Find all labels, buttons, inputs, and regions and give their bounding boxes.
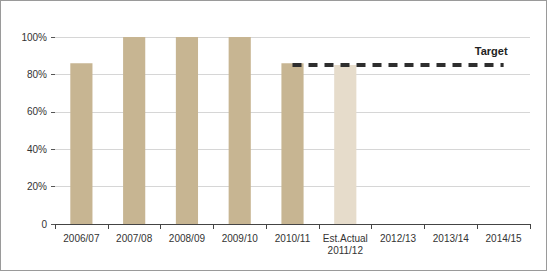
svg-text:2007/08: 2007/08	[116, 233, 153, 244]
svg-text:2010/11: 2010/11	[275, 233, 311, 244]
svg-text:60%: 60%	[27, 106, 47, 117]
svg-text:0: 0	[41, 219, 47, 230]
svg-text:2012/13: 2012/13	[380, 233, 417, 244]
svg-text:2013/14: 2013/14	[433, 233, 470, 244]
svg-text:Target: Target	[475, 45, 508, 57]
svg-text:20%: 20%	[27, 181, 47, 192]
svg-text:40%: 40%	[27, 144, 47, 155]
svg-text:80%: 80%	[27, 69, 47, 80]
svg-text:Est.Actual: Est.Actual	[323, 233, 368, 244]
svg-text:2008/09: 2008/09	[169, 233, 206, 244]
svg-text:2009/10: 2009/10	[222, 233, 259, 244]
svg-text:2011/12: 2011/12	[328, 245, 364, 256]
svg-text:100%: 100%	[21, 32, 47, 43]
svg-text:2006/07: 2006/07	[63, 233, 100, 244]
svg-text:2014/15: 2014/15	[486, 233, 523, 244]
